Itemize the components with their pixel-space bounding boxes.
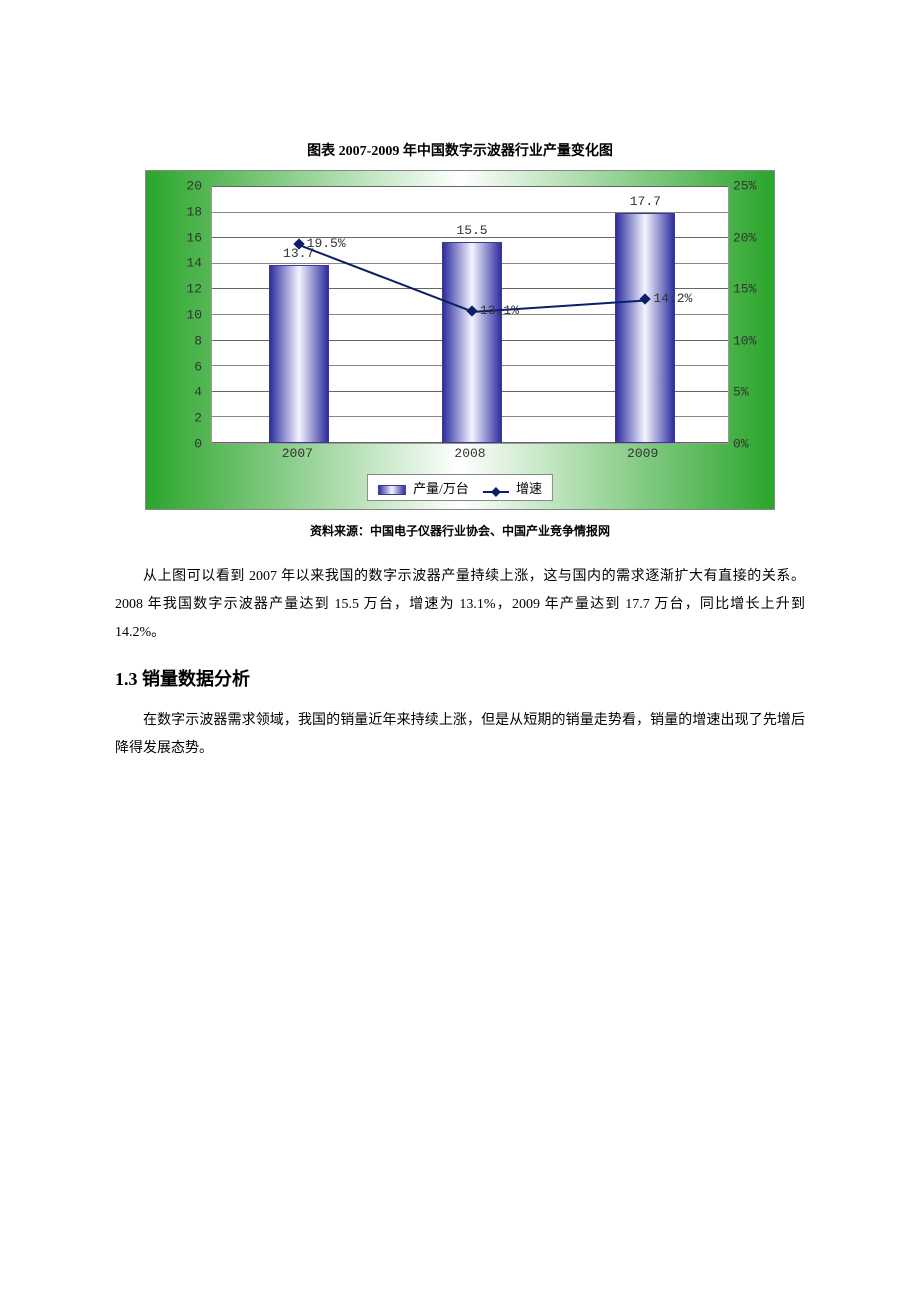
line-value-label: 14.2% [653,291,692,306]
legend-line-label: 增速 [516,481,542,496]
bar [615,213,675,443]
x-axis-labels: 200720082009 [211,446,729,464]
bar-value-label: 15.5 [456,223,487,238]
bar [269,265,329,443]
chart-container: 02468101214161820 0%5%10%15%20%25% 13.71… [145,170,775,510]
line-value-label: 19.5% [307,236,346,251]
y-right-axis-labels: 0%5%10%15%20%25% [731,186,766,444]
chart-legend: 产量/万台 增速 [367,474,553,501]
chart-source: 资料来源：中国电子仪器行业协会、中国产业竞争情报网 [115,522,805,539]
plot-area: 13.715.517.719.5%13.1%14.2% [211,186,729,444]
body-paragraph-1: 从上图可以看到 2007 年以来我国的数字示波器产量持续上涨，这与国内的需求逐渐… [115,563,805,647]
legend-line-swatch-icon [483,491,509,493]
gridline [212,186,728,187]
legend-line-item: 增速 [483,478,542,497]
line-value-label: 13.1% [480,303,519,318]
bar-value-label: 17.7 [630,194,661,209]
y-left-axis-labels: 02468101214161820 [166,186,206,444]
legend-bar-item: 产量/万台 [378,478,469,497]
legend-bar-label: 产量/万台 [413,481,469,496]
bar [442,242,502,444]
legend-bar-swatch-icon [378,485,406,495]
body-paragraph-2: 在数字示波器需求领域，我国的销量近年来持续上涨，但是从短期的销量走势看，销量的增… [115,707,805,763]
section-heading-1-3: 1.3 销量数据分析 [115,665,805,691]
chart-title: 图表 2007-2009 年中国数字示波器行业产量变化图 [115,140,805,160]
